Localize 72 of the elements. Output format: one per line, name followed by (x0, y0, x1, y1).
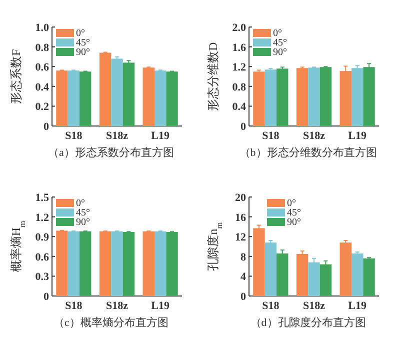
bar (253, 228, 265, 296)
bar (142, 68, 154, 126)
y-tick-label: 0.4 (35, 81, 50, 94)
x-tick-label: L19 (348, 300, 367, 312)
bar (166, 72, 178, 126)
x-tick-label: L19 (348, 130, 367, 142)
bar (99, 52, 112, 126)
y-axis-title: 形态分维数D (206, 42, 220, 111)
bar (351, 253, 364, 296)
bar (122, 62, 135, 126)
x-tick-label: S18 (262, 300, 280, 312)
legend-label: 90° (273, 47, 287, 58)
bar (296, 254, 308, 296)
bar (308, 262, 320, 296)
text: （d）孔隙度分布直方图 (250, 316, 366, 329)
bar (363, 258, 375, 296)
legend-label: 90° (287, 217, 301, 228)
y-tick-label: 0 (44, 291, 50, 303)
y-axis-title: 形态系数F (9, 48, 23, 104)
y-tick-label: 1.2 (232, 62, 246, 74)
text: （b）形态分维数分布直方图 (239, 146, 377, 159)
x-tick-label: S18 (65, 130, 83, 142)
y-tick-label: 1.6 (232, 42, 246, 54)
y-tick-label: 0.3 (35, 271, 50, 284)
y-tick-label: 0.8 (232, 81, 246, 94)
bar (264, 242, 277, 296)
bar (111, 58, 123, 126)
text: （a）形态系数分布直方图 (48, 146, 174, 159)
legend-label: 90° (76, 47, 90, 58)
bar (56, 70, 68, 126)
y-tick-label: 1.0 (35, 22, 50, 34)
bar (154, 70, 166, 126)
y-tick-label: 2.0 (232, 22, 246, 34)
y-tick-label: 0.6 (35, 251, 50, 264)
x-tick-label: S18 (65, 300, 83, 312)
y-tick-label: 0 (240, 291, 246, 303)
y-tick-label: 20 (235, 192, 246, 204)
legend-label: 45° (76, 38, 90, 48)
y-tick-label: 4 (240, 271, 246, 284)
legend-label: 0° (76, 28, 85, 39)
y-tick-label: 16 (235, 212, 246, 224)
y-tick-label: 0.4 (232, 101, 246, 114)
x-tick-label: S18z (106, 130, 128, 142)
bar (276, 253, 288, 296)
x-tick-label: S18 (262, 130, 280, 142)
y-tick-label: 0 (240, 121, 246, 133)
y-tick-label: 0 (44, 121, 50, 133)
bar (340, 242, 352, 296)
legend-label: 45° (287, 208, 301, 218)
y-tick-label: 8 (240, 251, 246, 264)
y-tick-label: 1.2 (35, 212, 50, 224)
legend-label: 90° (76, 217, 90, 228)
y-tick-label: 12 (235, 232, 246, 244)
x-tick-label: S18z (106, 300, 128, 312)
x-tick-label: S18z (303, 130, 326, 142)
y-tick-label: 0.2 (35, 101, 50, 114)
y-tick-label: 0.9 (35, 232, 50, 244)
legend-label: 45° (76, 208, 90, 218)
bar (320, 264, 332, 296)
y-tick-label: 1.5 (35, 192, 50, 204)
legend-label: 0° (273, 28, 282, 39)
text: （c）概率熵分布直方图 (54, 316, 168, 329)
legend-label: 0° (287, 198, 296, 209)
y-tick-label: 0.8 (35, 42, 50, 54)
bar (80, 72, 92, 126)
x-tick-label: L19 (151, 300, 170, 312)
x-tick-label: S18z (303, 300, 326, 312)
legend-label: 0° (76, 198, 85, 209)
x-tick-label: L19 (151, 130, 170, 142)
y-tick-label: 0.6 (35, 62, 50, 74)
legend-label: 45° (273, 38, 287, 48)
bar (68, 70, 80, 126)
